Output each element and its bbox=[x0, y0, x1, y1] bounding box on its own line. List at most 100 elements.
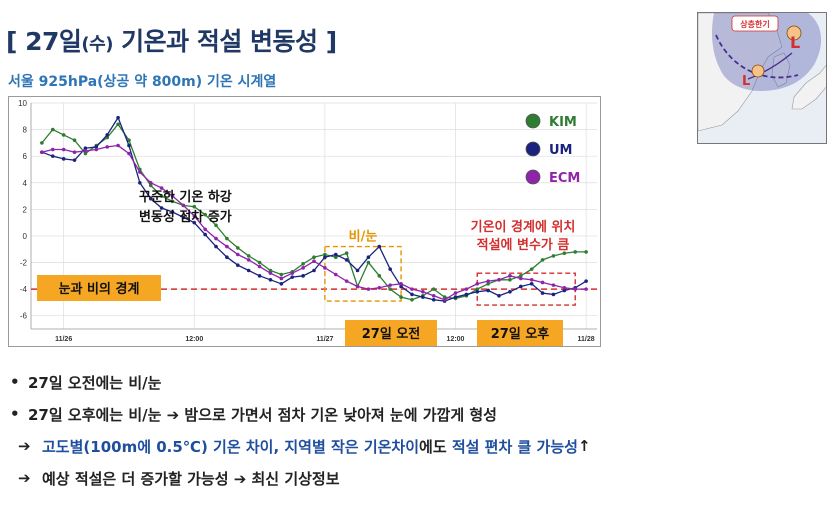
data-point-ecm bbox=[421, 289, 425, 294]
inset-marker-south bbox=[751, 64, 765, 78]
bullet-arrow-icon: ➔ bbox=[18, 469, 31, 487]
data-point-um bbox=[148, 196, 153, 201]
data-point-ecm bbox=[203, 227, 207, 232]
data-point-kim bbox=[116, 122, 120, 127]
data-point-um bbox=[138, 180, 142, 185]
inset-map-drawing: 상층한기 L L bbox=[698, 13, 826, 132]
data-point-kim bbox=[399, 295, 403, 299]
data-point-kim bbox=[61, 133, 66, 137]
data-point-ecm bbox=[127, 151, 131, 156]
data-point-kim bbox=[301, 262, 305, 266]
bullet-item: • 27일 오후에는 비/눈 ➔ 밤으로 가면서 점차 기온 낮아져 눈에 가깝게… bbox=[10, 398, 810, 430]
data-point-ecm bbox=[551, 283, 556, 287]
title-weekday: (수) bbox=[81, 34, 113, 55]
data-point-ecm bbox=[192, 214, 197, 218]
data-point-um bbox=[236, 263, 240, 267]
data-point-ecm bbox=[475, 282, 480, 286]
data-point-um bbox=[410, 292, 414, 297]
data-point-ecm bbox=[50, 147, 55, 152]
inset-marker-north bbox=[786, 25, 802, 41]
data-point-ecm bbox=[279, 276, 284, 281]
data-point-kim bbox=[486, 282, 490, 286]
inset-flow-arrow bbox=[747, 52, 793, 80]
data-point-um bbox=[366, 255, 371, 260]
data-point-um bbox=[431, 297, 436, 302]
temperature-chart: 10 8 6 4 2 0 -2 -4 -6 11/26 12:00 11/27 12:00 11/28 KI… bbox=[18, 99, 597, 346]
bullet-item: ➔ 고도별(100m에 0.5℃) 기온 차이, 지역별 작은 기온차이 에도 적설… bbox=[10, 430, 810, 462]
data-point-um bbox=[290, 275, 295, 279]
data-point-ecm bbox=[442, 297, 447, 302]
data-point-kim bbox=[431, 287, 436, 291]
page-title: [ 27일(수) 기온과 적설 변동성 ] bbox=[6, 22, 337, 58]
data-point-ecm bbox=[562, 285, 567, 290]
data-point-um bbox=[225, 255, 229, 260]
data-point-kim bbox=[562, 251, 567, 256]
boundary-annotation: 기온이 경계에 위치 bbox=[471, 219, 576, 235]
data-point-kim bbox=[225, 236, 229, 241]
data-point-um bbox=[83, 146, 88, 150]
data-point-kim bbox=[388, 287, 392, 291]
data-point-um bbox=[344, 258, 349, 262]
data-point-ecm bbox=[377, 285, 382, 290]
data-point-um bbox=[203, 232, 207, 237]
boundary-label: 눈과 비의 경계 bbox=[59, 281, 140, 297]
x-tick-label: 11/26 bbox=[55, 336, 72, 343]
inset-land-islands bbox=[791, 65, 826, 110]
data-point-kim bbox=[442, 295, 447, 299]
data-point-um bbox=[333, 252, 338, 257]
data-point-ecm bbox=[246, 258, 251, 262]
data-point-kim bbox=[377, 274, 382, 278]
data-point-um bbox=[116, 115, 120, 120]
x-tick-label: 11/27 bbox=[316, 336, 333, 343]
data-point-ecm bbox=[94, 147, 99, 152]
y-tick-label: -4 bbox=[20, 285, 28, 294]
data-point-kim bbox=[236, 246, 240, 250]
data-point-ecm bbox=[497, 278, 501, 282]
data-point-ecm bbox=[236, 252, 240, 257]
data-point-kim bbox=[268, 268, 273, 273]
data-point-kim bbox=[410, 297, 414, 302]
data-point-kim bbox=[72, 138, 77, 143]
data-point-um bbox=[105, 133, 109, 137]
data-point-ecm bbox=[257, 264, 262, 269]
data-point-ecm bbox=[540, 280, 545, 285]
legend-marker-kim bbox=[525, 113, 541, 129]
y-tick-label: 4 bbox=[23, 179, 28, 188]
bullet-dot: • bbox=[10, 373, 20, 391]
title-rest: 기온과 적설 변동성 ] bbox=[112, 27, 337, 56]
data-point-kim bbox=[214, 223, 218, 228]
data-point-ecm bbox=[344, 279, 349, 283]
data-point-ecm bbox=[105, 145, 109, 149]
inset-label-box bbox=[731, 15, 779, 32]
bullet-text: 27일 오전에는 비/눈 bbox=[28, 373, 162, 392]
data-point-kim bbox=[312, 255, 316, 260]
data-point-um bbox=[192, 220, 197, 225]
data-point-um bbox=[508, 289, 512, 294]
data-point-kim bbox=[40, 141, 44, 145]
data-point-ecm bbox=[83, 149, 88, 153]
data-point-um bbox=[421, 295, 425, 299]
data-point-um bbox=[486, 288, 490, 293]
data-point-ecm bbox=[366, 287, 371, 291]
legend-marker-ecm bbox=[525, 169, 541, 185]
data-point-um bbox=[214, 244, 218, 249]
inset-cold-boundary bbox=[715, 34, 799, 79]
x-tick-label: 11/28 bbox=[578, 336, 595, 343]
data-point-um bbox=[170, 210, 175, 214]
data-point-um bbox=[257, 274, 262, 278]
data-point-kim bbox=[159, 194, 164, 198]
data-point-um bbox=[529, 282, 534, 286]
period-label: 27일 오전 bbox=[362, 326, 421, 342]
y-tick-label: 10 bbox=[18, 99, 27, 108]
data-point-um bbox=[519, 284, 523, 289]
data-point-um bbox=[246, 268, 251, 273]
inset-map: 상층한기 L L bbox=[697, 12, 827, 144]
period-label-box bbox=[345, 320, 437, 346]
data-point-kim bbox=[323, 252, 327, 257]
data-point-um bbox=[181, 215, 186, 220]
data-point-kim bbox=[203, 212, 207, 217]
data-point-um bbox=[540, 291, 545, 295]
bullet-text: 적설 편차 클 가능성 bbox=[451, 437, 578, 456]
data-point-um bbox=[127, 143, 131, 148]
data-point-um bbox=[562, 288, 567, 293]
